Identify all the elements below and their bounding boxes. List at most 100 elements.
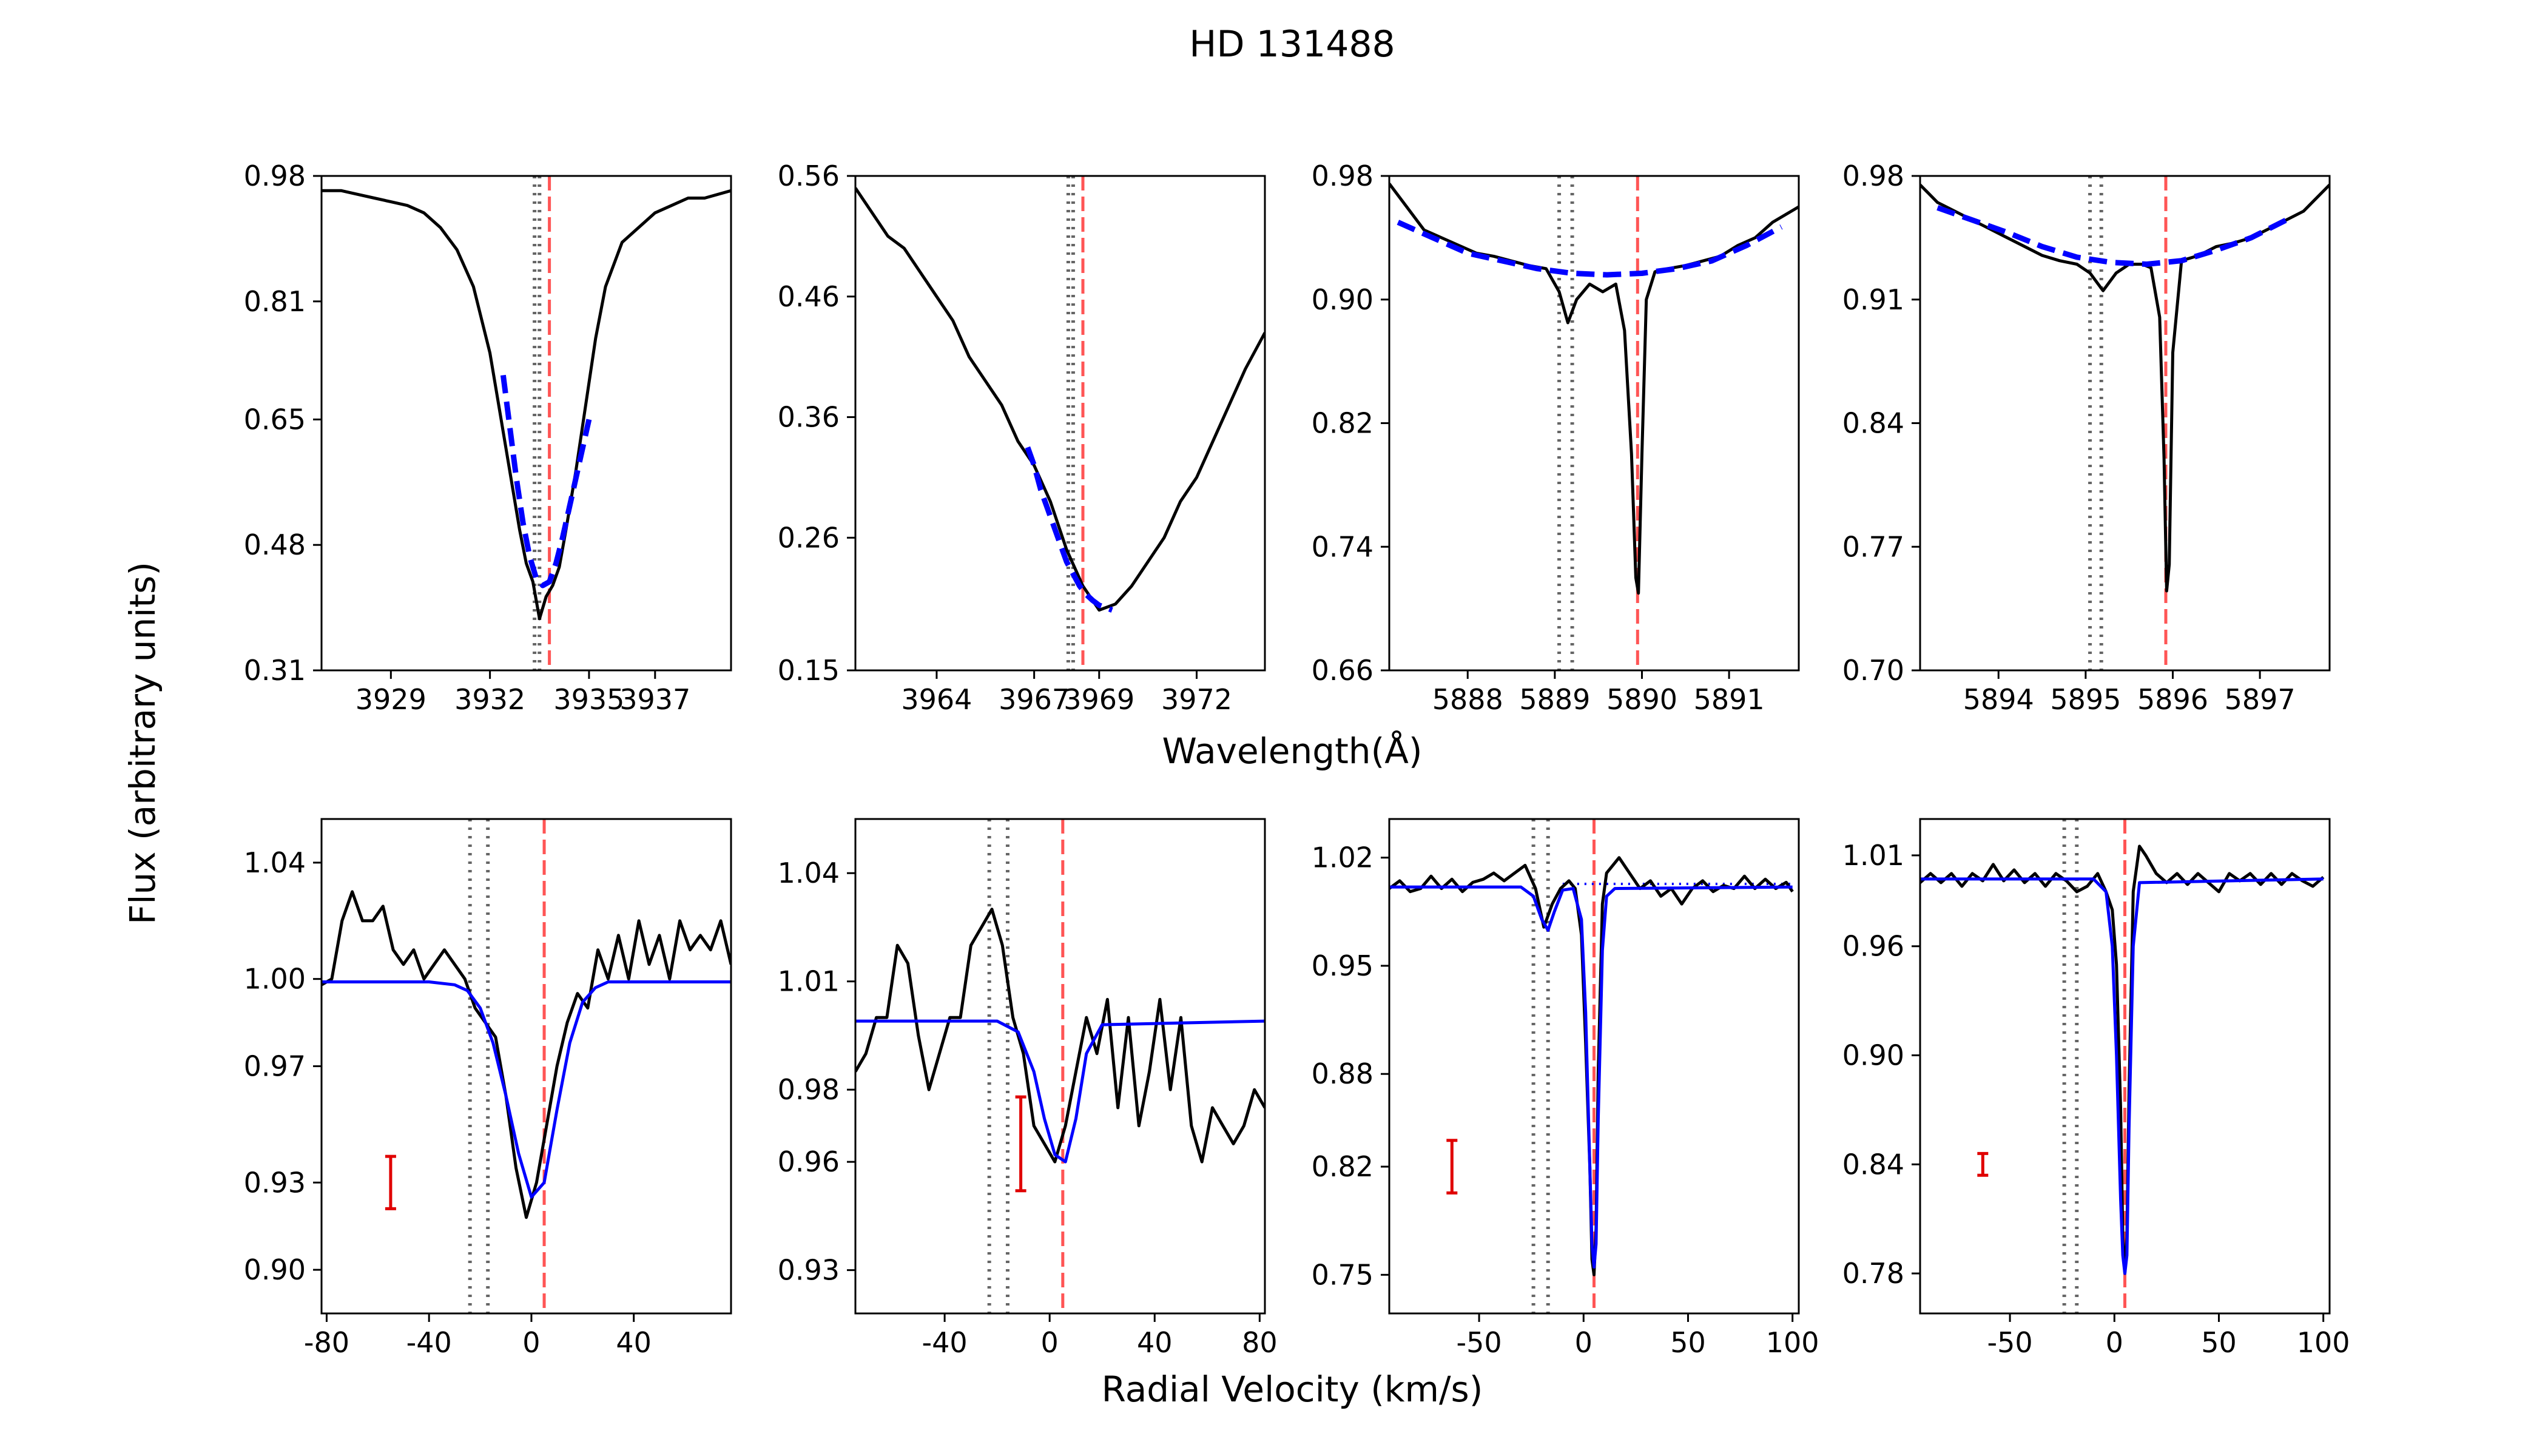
y-tick-label: 0.84 <box>1842 407 1904 440</box>
y-tick-label: 0.74 <box>1312 530 1373 563</box>
observed-spectrum-line <box>1920 183 2330 593</box>
error-bar <box>385 1154 396 1210</box>
y-tick-label: 0.77 <box>1842 530 1904 563</box>
x-tick-label: 3935 <box>553 683 624 716</box>
y-tick-label: 0.90 <box>1842 1039 1904 1072</box>
axes-frame <box>854 818 1266 1315</box>
x-tick-label: 100 <box>1766 1326 1819 1359</box>
y-tick-label: 1.00 <box>244 963 306 996</box>
plot-area <box>322 819 731 1313</box>
x-tick-label: 0 <box>522 1326 540 1359</box>
y-tick-label: 0.81 <box>244 285 306 318</box>
plot-area <box>855 819 1265 1313</box>
error-bar <box>1015 1095 1026 1193</box>
x-tick-label: 80 <box>1242 1326 1278 1359</box>
y-tick-label: 0.96 <box>778 1145 840 1178</box>
y-tick-label: 0.98 <box>1842 160 1904 192</box>
error-bar <box>1446 1139 1458 1195</box>
panel-bot-2: -40 0 40 80 0.93 0.96 0.98 1.01 1.04 <box>778 818 1278 1359</box>
plot-area <box>1389 819 1794 1313</box>
observed-spectrum-line <box>322 890 731 1219</box>
y-tick-label: 0.98 <box>244 160 306 192</box>
y-tick-label: 0.56 <box>778 160 840 192</box>
y-tick-label: 0.66 <box>1312 654 1373 687</box>
observed-spectrum-line <box>322 189 731 621</box>
x-tick-label: 5897 <box>2225 683 2296 716</box>
observed-spectrum-line <box>855 908 1265 1164</box>
y-tick-label: 0.78 <box>1842 1257 1904 1290</box>
x-tick-label: 40 <box>1137 1326 1173 1359</box>
y-tick-label: 0.65 <box>244 403 306 436</box>
model-fit-line <box>322 980 731 1199</box>
axes-frame <box>1919 818 2331 1315</box>
x-tick-label: 3932 <box>454 683 525 716</box>
y-tick-label: 0.75 <box>1312 1258 1373 1291</box>
panel-bot-1: -80 -40 0 40 0.90 0.93 0.97 1.00 1.04 <box>244 818 732 1359</box>
y-tick-label: 0.93 <box>244 1166 306 1199</box>
panel-bot-4: -50 0 50 100 0.78 0.84 0.90 0.96 1.01 <box>1842 818 2350 1359</box>
model-fit-line <box>500 374 592 588</box>
axes-frame <box>1388 818 1800 1315</box>
x-tick-label: 0 <box>1041 1326 1059 1359</box>
x-tick-label: 5896 <box>2137 683 2208 716</box>
error-bar <box>1977 1151 1989 1177</box>
y-tick-label: 0.82 <box>1312 1150 1373 1183</box>
y-tick-label: 0.91 <box>1842 283 1904 316</box>
x-axis-title-bottom: Radial Velocity (km/s) <box>1102 1369 1483 1410</box>
x-tick-label: 3972 <box>1161 683 1232 716</box>
x-tick-label: 5889 <box>1519 683 1590 716</box>
plot-area <box>1920 819 2325 1313</box>
x-tick-label: 3967 <box>999 683 1070 716</box>
x-tick-label: 5894 <box>1963 683 2034 716</box>
figure-title: HD 131488 <box>1189 23 1395 66</box>
x-tick-label: 5890 <box>1606 683 1677 716</box>
x-tick-label: -50 <box>1987 1326 2033 1359</box>
x-tick-label: 50 <box>1670 1326 1706 1359</box>
x-tick-label: 5888 <box>1432 683 1503 716</box>
axes-frame <box>320 818 732 1315</box>
y-tick-label: 1.01 <box>1842 839 1904 872</box>
y-tick-label: 0.97 <box>244 1050 306 1083</box>
x-tick-label: 40 <box>616 1326 652 1359</box>
x-tick-label: 0 <box>2106 1326 2123 1359</box>
axes-frame <box>1919 175 2331 672</box>
x-tick-label: 5895 <box>2050 683 2121 716</box>
y-axis-title: Flux (arbitrary units) <box>122 562 163 925</box>
y-tick-label: 1.04 <box>244 846 306 879</box>
x-tick-label: -50 <box>1457 1326 1502 1359</box>
model-fit-line <box>855 1019 1265 1164</box>
y-tick-label: 0.82 <box>1312 407 1373 440</box>
y-tick-label: 0.26 <box>778 521 840 554</box>
y-tick-label: 0.98 <box>778 1073 840 1106</box>
x-tick-label: 3969 <box>1063 683 1134 716</box>
y-tick-label: 0.31 <box>244 654 306 687</box>
model-fit-line <box>1936 205 2288 267</box>
y-tick-label: 0.84 <box>1842 1148 1904 1181</box>
observed-spectrum-line <box>855 187 1265 612</box>
y-tick-label: 0.96 <box>1842 930 1904 963</box>
x-tick-label: 3937 <box>619 683 690 716</box>
panel-bot-3: -50 0 50 100 0.75 0.82 0.88 0.95 1.02 <box>1312 818 1819 1359</box>
y-tick-label: 0.88 <box>1312 1057 1373 1090</box>
x-tick-label: 3929 <box>356 683 426 716</box>
plot-area <box>1389 176 1799 670</box>
y-tick-label: 0.46 <box>778 280 840 313</box>
y-tick-label: 1.02 <box>1312 841 1373 874</box>
y-tick-label: 0.95 <box>1312 949 1373 982</box>
model-fit-line <box>1389 885 1793 1269</box>
y-tick-label: 0.48 <box>244 528 306 561</box>
y-tick-label: 0.70 <box>1842 654 1904 687</box>
panel-top-4: 5894 5895 5896 5897 0.70 0.77 0.84 0.91 0.98 <box>1842 160 2331 716</box>
x-tick-label: -40 <box>922 1326 968 1359</box>
axes-frame <box>320 175 732 672</box>
y-tick-label: 0.93 <box>778 1254 840 1287</box>
y-tick-label: 0.90 <box>1312 283 1373 316</box>
plot-area <box>855 176 1265 670</box>
x-tick-label: 100 <box>2297 1326 2350 1359</box>
axes-frame <box>854 175 1266 672</box>
plot-area <box>1920 176 2330 670</box>
